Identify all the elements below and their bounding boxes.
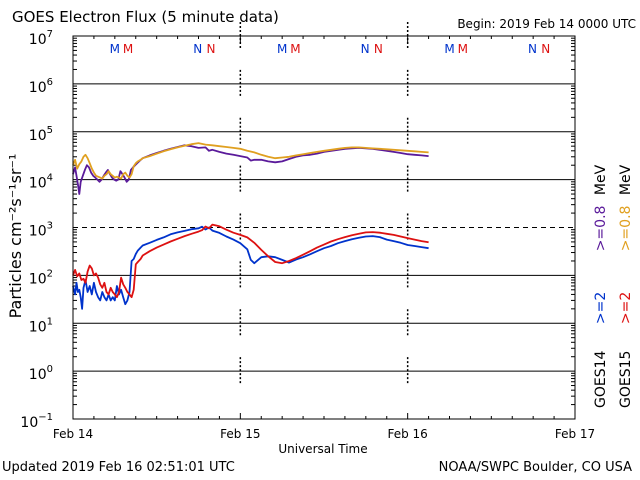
legend-goes15-08mev: >=0.8 [618, 206, 634, 252]
series-line [72, 144, 429, 195]
plot-frame [72, 35, 576, 420]
x-tick-label: Feb 16 [387, 427, 427, 441]
mn-marker: M [458, 42, 468, 56]
x-tick-label: Feb 15 [220, 427, 260, 441]
grid [73, 83, 575, 372]
y-tick-label: 100 [29, 364, 53, 383]
mn-marker: M [110, 42, 120, 56]
mn-marker: M [290, 42, 300, 56]
y-tick-label: 106 [29, 77, 53, 96]
y-tick-label: 10−1 [20, 412, 53, 431]
updated-time: Updated 2019 Feb 16 02:51:01 UTC [2, 460, 235, 475]
x-axis-ticks: Feb 14 Feb 15 Feb 16 Feb 17 [53, 36, 595, 441]
day-tick-marks [239, 22, 409, 386]
chart-title: GOES Electron Flux (5 minute data) [12, 8, 279, 26]
y-tick-label: 104 [29, 173, 53, 192]
series-lines [72, 142, 429, 310]
y-axis-label: Particles cm⁻²s⁻¹sr⁻¹ [6, 154, 25, 319]
y-axis-ticks: 107 106 105 104 103 102 101 100 10−1 [20, 29, 575, 431]
mn-marker: M [123, 42, 133, 56]
legend-goes14-08mev: >=0.8 [593, 206, 609, 252]
mn-marker: N [374, 42, 383, 56]
mn-marker: M [444, 42, 454, 56]
mn-marker: N [541, 42, 550, 56]
legend: GOES14 >=2 >=0.8 MeV GOES15 >=2 >=0.8 Me… [593, 164, 634, 408]
x-tick-label: Feb 17 [555, 427, 595, 441]
y-tick-label: 107 [29, 29, 53, 48]
legend-row-goes15: GOES15 >=2 >=0.8 MeV [618, 164, 634, 408]
y-tick-label: 101 [29, 316, 53, 335]
legend-goes15-sat: GOES15 [618, 351, 634, 408]
mn-marker: N [193, 42, 202, 56]
legend-goes15-2mev: >=2 [618, 292, 634, 324]
series-line [72, 225, 429, 310]
mn-marker: N [207, 42, 216, 56]
y-tick-label: 103 [29, 221, 53, 240]
x-axis-label: Universal Time [278, 442, 367, 456]
y-tick-label: 105 [29, 125, 53, 144]
legend-goes14-unit: MeV [593, 164, 609, 195]
credit-line: NOAA/SWPC Boulder, CO USA [438, 460, 632, 475]
mn-marker: M [277, 42, 287, 56]
mn-marker: N [528, 42, 537, 56]
legend-goes14-sat: GOES14 [593, 350, 609, 408]
series-line [72, 223, 429, 299]
mn-marker: N [361, 42, 370, 56]
legend-goes15-unit: MeV [618, 164, 634, 195]
series-line [72, 142, 429, 180]
x-tick-label: Feb 14 [53, 427, 93, 441]
legend-goes14-2mev: >=2 [593, 292, 609, 324]
legend-row-goes14: GOES14 >=2 >=0.8 MeV [593, 164, 609, 408]
y-tick-label: 102 [29, 268, 53, 287]
begin-time: Begin: 2019 Feb 14 0000 UTC [457, 17, 636, 31]
